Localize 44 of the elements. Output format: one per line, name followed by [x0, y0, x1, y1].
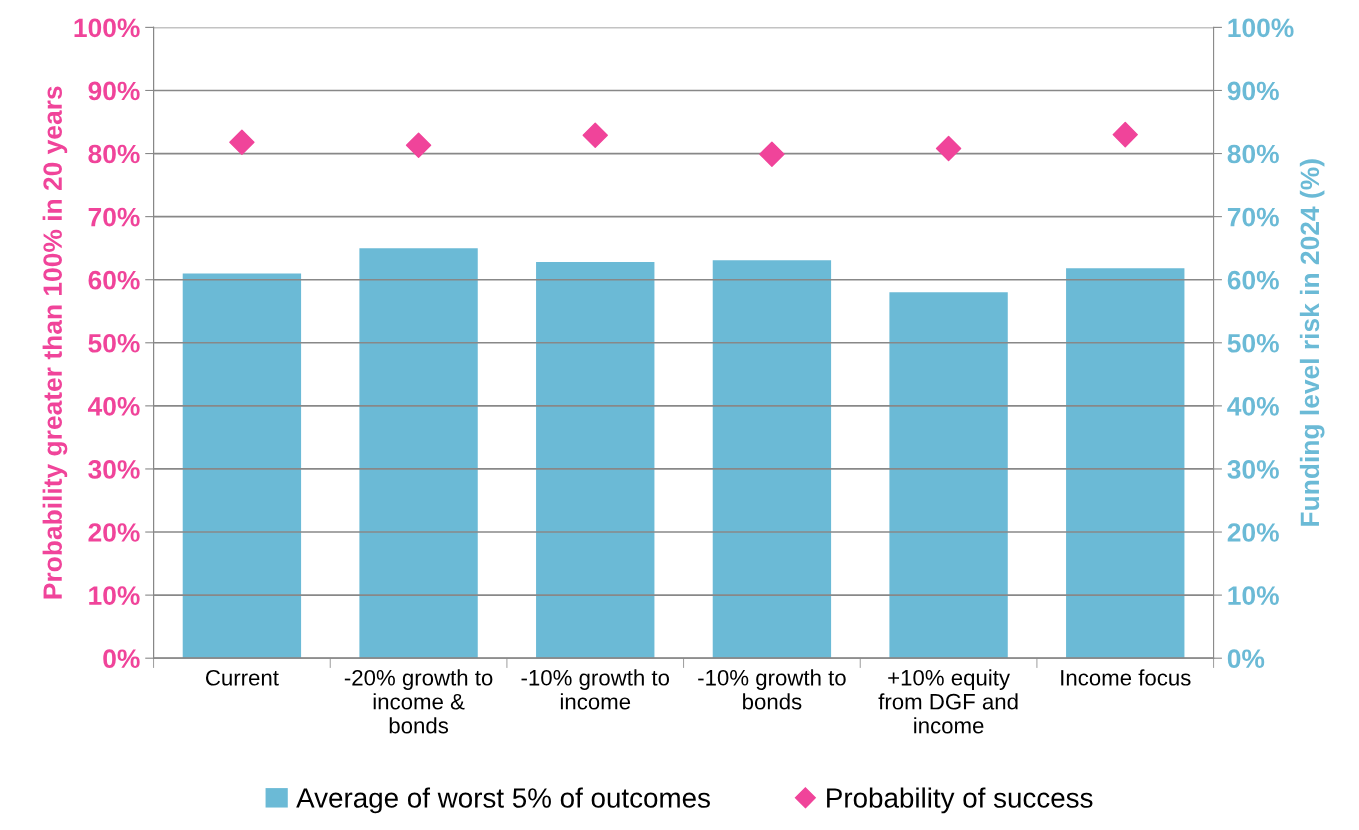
x-tick-label: +10% equity from DGF and income	[878, 669, 1018, 734]
y2-tick-label: 90%	[1227, 81, 1279, 101]
y2-tick-label: 50%	[1227, 333, 1279, 353]
y-axis-title: Probability greater than 100% in 20 years	[42, 86, 68, 599]
point	[935, 135, 962, 162]
point	[1112, 121, 1138, 148]
y2-tick-label: 100%	[1228, 18, 1294, 38]
y2-tick-label: 0%	[1227, 649, 1265, 669]
y2-tick-label: 70%	[1227, 207, 1279, 227]
bar	[536, 262, 655, 659]
y2-tick-label: 40%	[1227, 397, 1279, 416]
point	[229, 129, 255, 155]
legend-label: Probability of success	[827, 787, 1093, 814]
y-tick-label: 20%	[88, 523, 140, 542]
y2-tick-label: 80%	[1227, 144, 1279, 164]
x-tick-label: -10% growth to income	[521, 669, 670, 710]
y2-tick-label: 30%	[1227, 460, 1279, 479]
y-tick-label: 0%	[103, 649, 140, 669]
y-tick-label: 50%	[88, 333, 140, 353]
legend-label: Average of worst 5% of outcomes	[296, 787, 710, 814]
x-tick-label: Current	[205, 669, 279, 686]
y2-tick-label: 10%	[1228, 586, 1279, 605]
x-tick-label: Income focus	[1061, 669, 1191, 686]
y2-axis-title: Funding level risk in 2024 (%)	[1299, 159, 1325, 526]
point	[582, 122, 608, 148]
y-tick-label: 100%	[74, 18, 140, 38]
bar	[712, 260, 832, 659]
bar	[889, 292, 1008, 659]
y-tick-label: 60%	[88, 270, 140, 290]
bar	[1066, 268, 1185, 659]
bar	[359, 248, 478, 659]
point	[759, 141, 785, 167]
y-tick-label: 30%	[88, 460, 140, 479]
point	[405, 132, 432, 159]
x-tick-label: -10% growth to bonds	[698, 669, 846, 710]
bar	[182, 273, 302, 659]
y-tick-label: 70%	[88, 207, 140, 227]
y-tick-label: 10%	[89, 586, 140, 605]
y-tick-label: 40%	[87, 397, 140, 416]
y2-tick-label: 60%	[1227, 270, 1279, 290]
x-tick-label: -20% growth to income & bonds	[344, 669, 493, 734]
y2-tick-label: 20%	[1227, 523, 1279, 542]
y-tick-label: 80%	[88, 144, 140, 164]
y-tick-label: 90%	[88, 81, 140, 101]
